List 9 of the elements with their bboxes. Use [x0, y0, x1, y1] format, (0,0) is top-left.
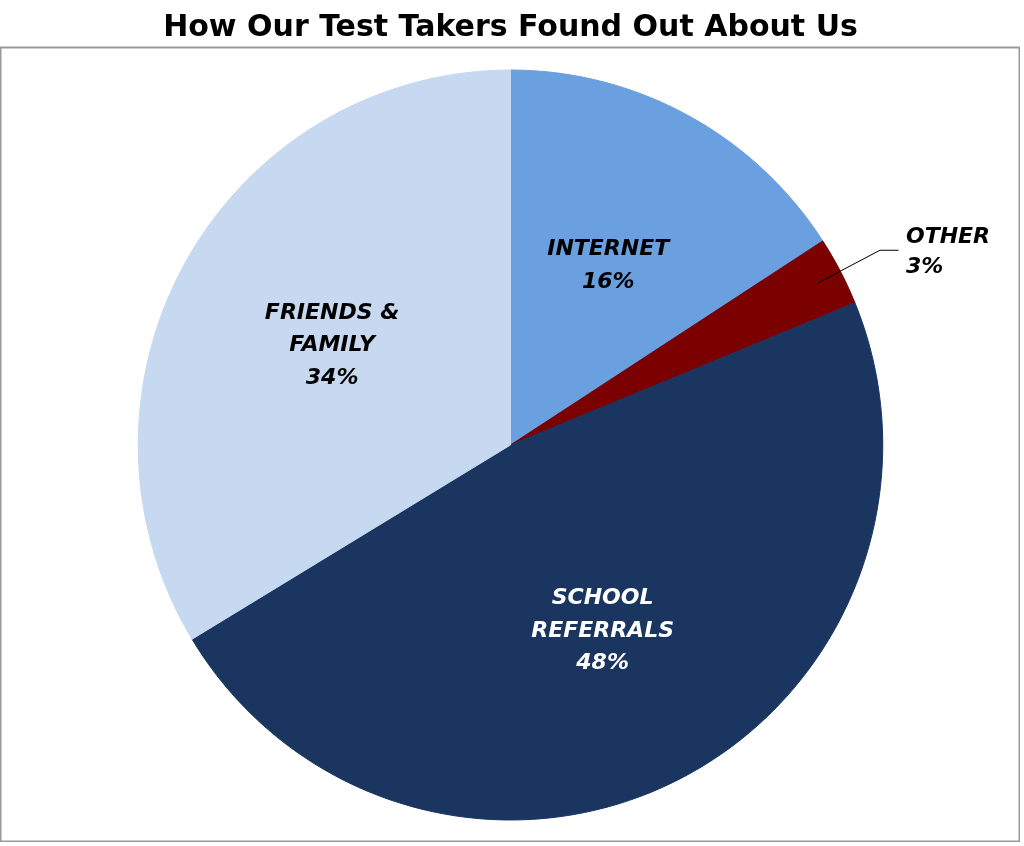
data-label: 48%: [575, 649, 629, 675]
slice-label: OTHER: [905, 222, 991, 248]
data-label: 16%: [581, 267, 635, 293]
data-label: 34%: [305, 363, 359, 389]
slice-label: SCHOOL REFERRALS: [531, 584, 674, 642]
data-label: 3%: [905, 252, 944, 278]
chart-title: How Our Test Takers Found Out About Us: [163, 7, 858, 43]
slice-label: FRIENDS & FAMILY: [264, 298, 400, 357]
slice-label: INTERNET: [547, 235, 672, 261]
